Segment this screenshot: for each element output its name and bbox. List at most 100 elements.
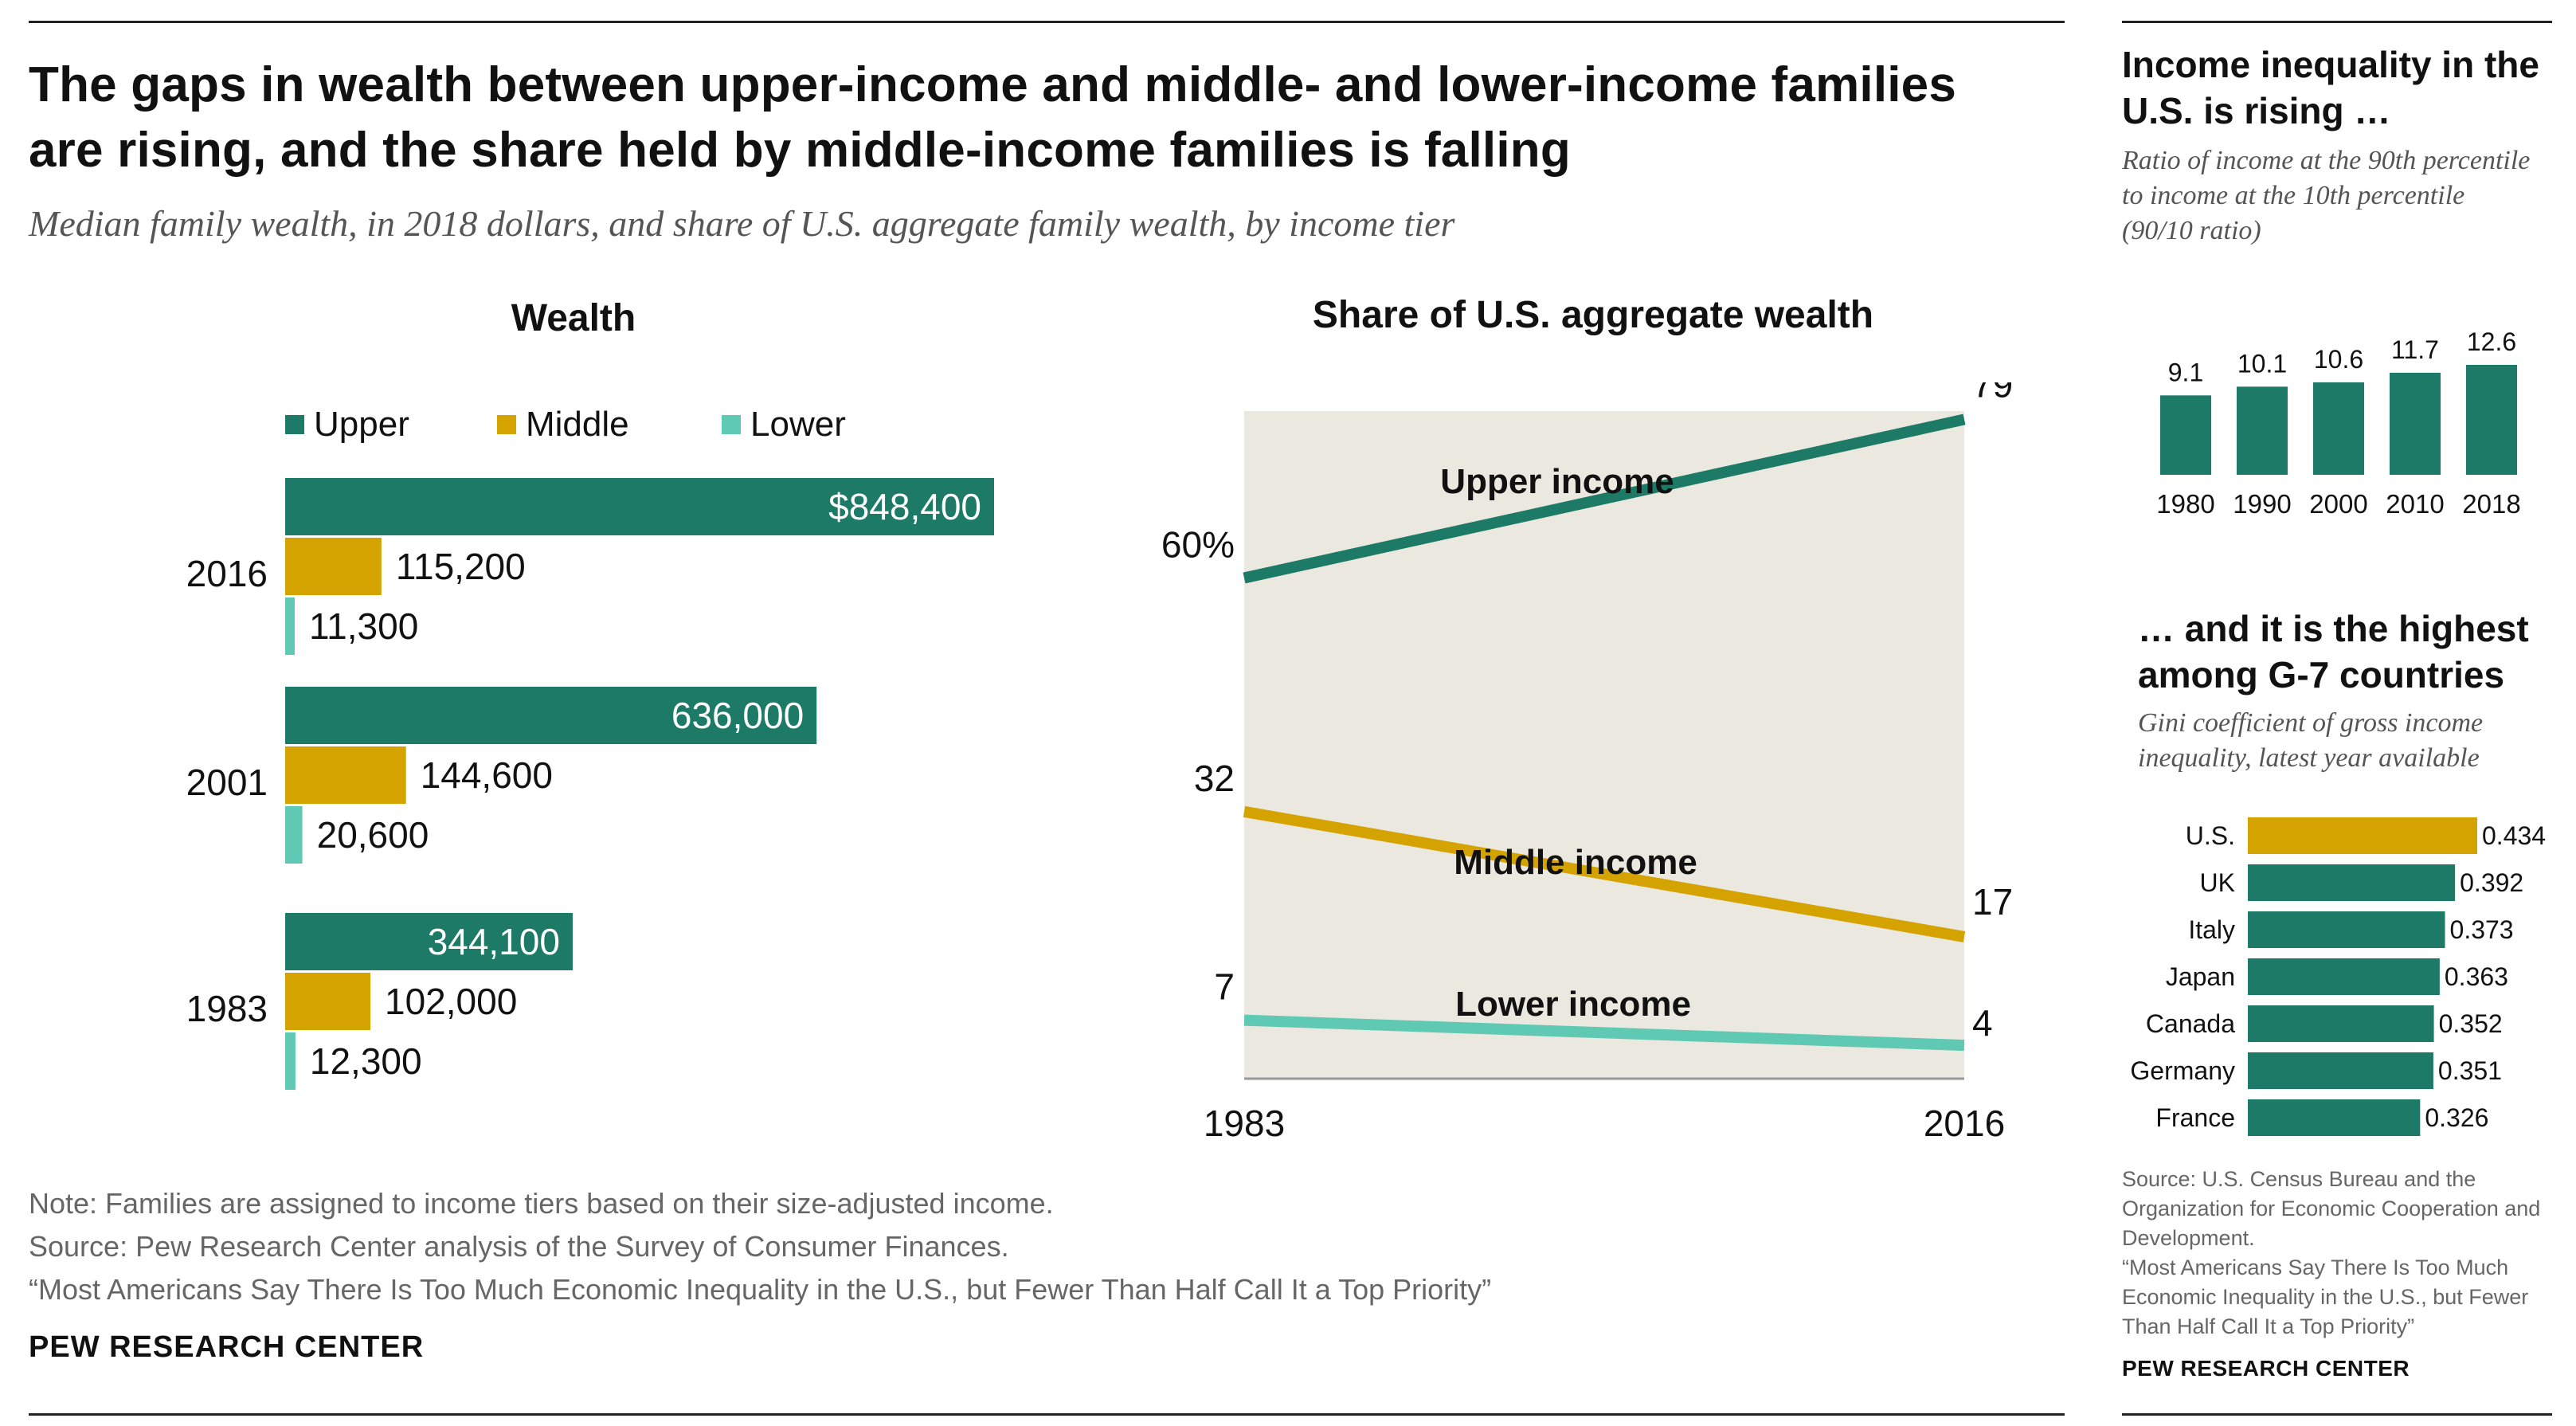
- top-rule-main: [29, 21, 2065, 23]
- legend-lower-swatch: [722, 415, 741, 434]
- legend-lower: Lower: [722, 405, 846, 445]
- wealth-label-middle-2001: 144,600: [421, 754, 553, 796]
- share-line-chart: 60% 79 Upper income 32 17 Middle income 7 4 Lowe…: [1161, 382, 2013, 1144]
- ratio-year-1990: 1990: [2233, 489, 2291, 519]
- ratio-bar-2018: [2466, 365, 2517, 475]
- ratio-year-1980: 1980: [2156, 489, 2214, 519]
- gini-value-3: 0.363: [2445, 962, 2508, 991]
- footer-note: Note: Families are assigned to income ti…: [29, 1187, 1054, 1220]
- footer-brand: PEW RESEARCH CENTER: [29, 1330, 425, 1364]
- footer-notes: Note: Families are assigned to income ti…: [29, 1182, 2068, 1311]
- ratio-value-1990: 10.1: [2237, 349, 2287, 378]
- side-brand: PEW RESEARCH CENTER: [2122, 1356, 2410, 1381]
- wealth-bar-middle-1983: [285, 973, 371, 1030]
- chart-subtitle: Median family wealth, in 2018 dollars, a…: [29, 203, 1455, 244]
- ratio-value-2010: 11.7: [2391, 335, 2439, 364]
- wealth-bar-upper-2001: [285, 687, 817, 744]
- gini-value-5: 0.351: [2438, 1056, 2502, 1085]
- ratio-bar-1990: [2237, 386, 2288, 475]
- legend-upper-label: Upper: [314, 405, 409, 444]
- side-subtitle-1: Ratio of income at the 90th percentile t…: [2122, 146, 2531, 245]
- gini-value-2: 0.373: [2450, 915, 2514, 944]
- share-series-name-0: Upper income: [1440, 462, 1674, 501]
- legend-middle-swatch: [497, 415, 516, 434]
- title-line-1: The gaps in wealth between upper-income …: [29, 57, 1957, 112]
- wealth-bar-middle-2016: [285, 538, 382, 595]
- wealth-label-lower-1983: 12,300: [310, 1040, 422, 1082]
- legend-middle: Middle: [497, 405, 629, 445]
- wealth-bar-lower-2016: [285, 597, 295, 655]
- share-end-label-1: 17: [1972, 881, 2013, 923]
- gini-bar-5: [2248, 1052, 2433, 1089]
- gini-value-4: 0.352: [2439, 1009, 2503, 1038]
- footer-report: “Most Americans Say There Is Too Much Ec…: [29, 1273, 1492, 1306]
- bottom-rule-side: [2122, 1413, 2552, 1416]
- wealth-label-middle-2016: 115,200: [396, 546, 526, 587]
- share-x-tick-2016: 2016: [1924, 1103, 2005, 1144]
- wealth-bar-upper-2016: [285, 478, 994, 535]
- title-line-2: are rising, and the share held by middle…: [29, 123, 1571, 178]
- gini-value-6: 0.326: [2425, 1103, 2488, 1132]
- gini-bar-chart: U.S. 0.434 UK 0.392 Italy 0.373 Japan 0.363 Cana…: [2130, 817, 2546, 1136]
- side-title-2: … and it is the highest among G-7 countr…: [2138, 608, 2529, 695]
- ratio-year-2010: 2010: [2386, 489, 2444, 519]
- wealth-bar-upper-1983: [285, 913, 573, 970]
- gini-country-3: Japan: [2166, 962, 2235, 991]
- top-rule-side: [2122, 21, 2552, 23]
- share-panel-title: Share of U.S. aggregate wealth: [1312, 294, 1874, 336]
- wealth-bar-middle-2001: [285, 746, 406, 804]
- ratio-bar-chart: 9.1 1980 10.1 1990 10.6 2000 11.7 2010 12.6 2018: [2156, 327, 2520, 519]
- share-end-label-2: 4: [1972, 1002, 1993, 1044]
- gini-country-2: Italy: [2188, 915, 2235, 944]
- legend-middle-label: Middle: [526, 405, 629, 444]
- ratio-year-2000: 2000: [2309, 489, 2367, 519]
- footer-source: Source: Pew Research Center analysis of …: [29, 1230, 1009, 1263]
- gini-value-1: 0.392: [2460, 868, 2523, 897]
- share-start-label-1: 32: [1194, 758, 1235, 799]
- share-line-2: [1243, 1014, 1965, 1052]
- gini-bar-6: [2248, 1099, 2421, 1136]
- gini-value-0: 0.434: [2482, 821, 2546, 850]
- legend-lower-label: Lower: [750, 405, 846, 444]
- gini-country-1: UK: [2200, 868, 2235, 897]
- share-start-label-0: 60%: [1161, 524, 1235, 566]
- wealth-year-label-2016: 2016: [186, 553, 268, 594]
- share-x-tick-1983: 1983: [1204, 1103, 1285, 1144]
- wealth-panel-title: Wealth: [511, 297, 636, 339]
- gini-bar-4: [2248, 1005, 2434, 1042]
- wealth-bar-lower-2001: [285, 806, 303, 864]
- share-line-0: [1243, 413, 1966, 584]
- ratio-bar-2000: [2313, 382, 2364, 475]
- share-series-name-2: Lower income: [1455, 985, 1691, 1024]
- side-title-1: Income inequality in the U.S. is rising …: [2122, 44, 2539, 131]
- share-series-name-1: Middle income: [1454, 843, 1697, 882]
- ratio-value-2018: 12.6: [2467, 327, 2516, 356]
- wealth-bar-chart: 2016 $848,400 115,200 11,300 2001 636,000 144,…: [186, 478, 994, 1090]
- share-end-label-0: 79: [1972, 382, 2013, 405]
- bottom-rule-main: [29, 1413, 2065, 1416]
- gini-bar-0: [2248, 817, 2477, 854]
- side-source-text: Source: U.S. Census Bureau and the Organ…: [2122, 1167, 2541, 1250]
- ratio-bar-2010: [2390, 372, 2441, 475]
- gini-bar-3: [2248, 958, 2440, 995]
- legend-upper-swatch: [285, 415, 304, 434]
- side-subtitle-2: Gini coefficient of gross income inequal…: [2138, 708, 2484, 773]
- share-plot-background: [1244, 411, 1964, 1079]
- gini-country-5: Germany: [2130, 1056, 2235, 1085]
- wealth-year-label-1983: 1983: [186, 988, 268, 1029]
- wealth-label-lower-2016: 11,300: [309, 605, 418, 647]
- share-line-1: [1243, 805, 1966, 942]
- side-report-text: “Most Americans Say There Is Too Much Ec…: [2122, 1256, 2529, 1338]
- share-start-label-2: 7: [1214, 966, 1235, 1008]
- wealth-label-upper-2016: $848,400: [828, 486, 981, 527]
- ratio-value-2000: 10.6: [2314, 345, 2363, 374]
- chart-title: The gaps in wealth between upper-income …: [29, 53, 2068, 183]
- gini-bar-2: [2248, 911, 2445, 948]
- wealth-label-upper-2001: 636,000: [671, 695, 804, 736]
- gini-country-0: U.S.: [2186, 821, 2235, 850]
- ratio-year-2018: 2018: [2462, 489, 2520, 519]
- legend-upper: Upper: [285, 405, 409, 445]
- wealth-label-upper-1983: 344,100: [428, 921, 560, 962]
- side-source: Source: U.S. Census Bureau and the Organ…: [2122, 1165, 2560, 1342]
- gini-country-6: France: [2155, 1103, 2235, 1132]
